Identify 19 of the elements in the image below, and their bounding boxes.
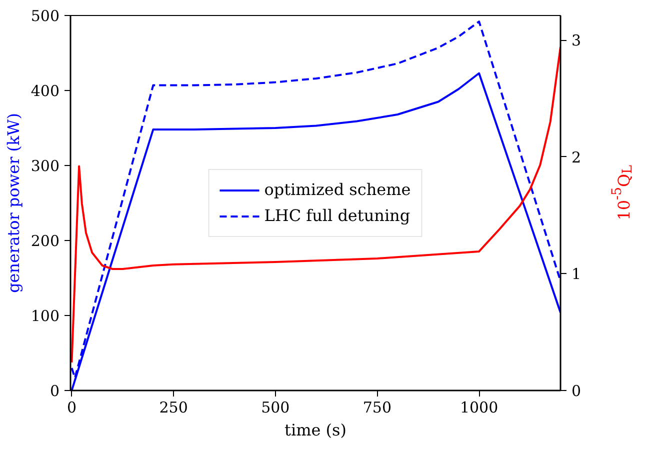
x-tick-label: 0 [66,398,76,416]
legend-label: optimized scheme [264,180,411,199]
x-tick-label: 250 [159,398,188,416]
y-axis-title: generator power (kW) [4,113,23,293]
legend-label: LHC full detuning [264,206,410,225]
y2-tick-label: 1 [572,265,582,284]
y2-tick-label: 3 [572,32,582,50]
y-tick-label: 500 [30,7,60,25]
x-tick-label: 500 [261,398,290,416]
x-tick-label: 1000 [460,398,498,416]
y-tick-label: 100 [30,307,60,325]
y-tick-label: 200 [30,232,60,250]
y-tick-label: 300 [30,157,60,175]
x-tick-label: 750 [362,398,392,416]
x-axis-title: time (s) [284,420,346,440]
y-tick-label: 0 [50,382,60,400]
y2-tick-label: 0 [572,382,582,400]
y-tick-label: 400 [30,82,60,100]
y2-tick-label: 2 [572,148,582,166]
